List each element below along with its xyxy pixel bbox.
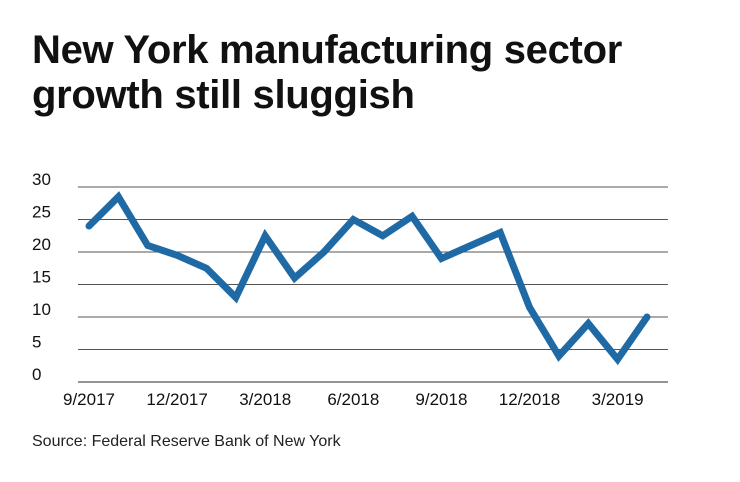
y-axis-ticks: 0 5 10 15 20 25 30 <box>32 170 51 384</box>
x-tick-label: 9/2018 <box>415 390 467 409</box>
y-tick-label: 30 <box>32 170 51 189</box>
y-tick-label: 20 <box>32 235 51 254</box>
y-tick-label: 5 <box>32 333 41 352</box>
title-line-1: New York manufacturing sector <box>32 28 622 72</box>
y-tick-label: 25 <box>32 203 51 222</box>
x-axis-ticks: 9/2017 12/2017 3/2018 6/2018 9/2018 12/2018 3/… <box>63 390 644 409</box>
y-tick-label: 0 <box>32 365 41 384</box>
x-tick-label: 12/2017 <box>146 390 207 409</box>
x-tick-label: 6/2018 <box>327 390 379 409</box>
source-note: Source: Federal Reserve Bank of New York <box>32 433 341 450</box>
series-layer <box>85 191 651 366</box>
chart-title: New York manufacturing sector growth sti… <box>32 28 712 118</box>
series-line <box>85 191 651 366</box>
title-line-2: growth still sluggish <box>32 73 415 117</box>
x-tick-label: 3/2019 <box>592 390 644 409</box>
x-tick-label: 3/2018 <box>239 390 291 409</box>
y-tick-label: 10 <box>32 300 51 319</box>
x-tick-label: 12/2018 <box>499 390 560 409</box>
grid-lines <box>78 186 668 383</box>
x-tick-label: 9/2017 <box>63 390 115 409</box>
y-tick-label: 15 <box>32 268 51 287</box>
